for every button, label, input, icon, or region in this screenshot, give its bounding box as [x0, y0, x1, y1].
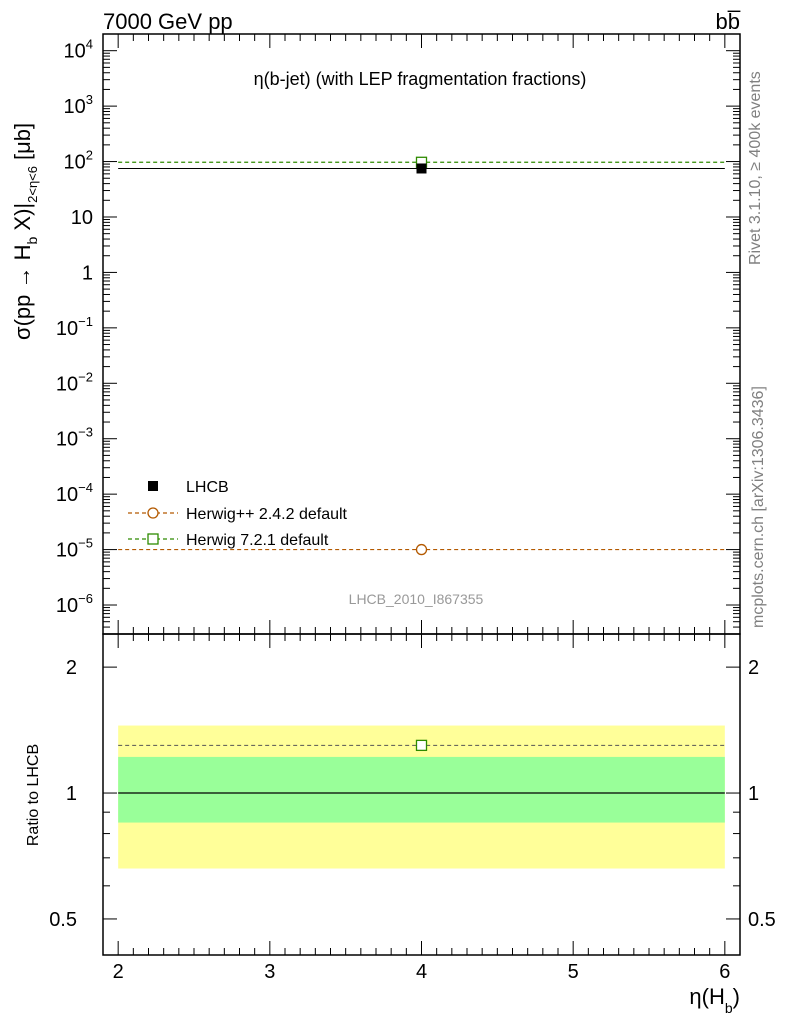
mc-point: [415, 543, 428, 556]
legend-item-lhcb: LHCB: [148, 479, 229, 496]
legend-label-lhcb: LHCB: [186, 479, 229, 496]
rivet-label: Rivet 3.1.10, ≥ 400k events: [747, 71, 764, 265]
main-y-tick-label: 10−1: [56, 314, 93, 340]
ratio-x-tick-label: 6: [719, 961, 730, 983]
main-y-tick-label: 103: [64, 92, 93, 118]
legend-label-herwigpp: Herwig++ 2.4.2 default: [186, 506, 348, 523]
ratio-tick-labels: 2 3 4 5 6 0.5 0.5 1 1 2 2: [49, 657, 776, 983]
main-y-tick-label: 1: [82, 262, 93, 284]
energy-label: 7000 GeV pp: [103, 9, 233, 34]
ratio-series: [118, 739, 725, 752]
process-label: bb̅: [716, 9, 741, 34]
plot-title: η(b-jet) (with LEP fragmentation fractio…: [254, 69, 587, 89]
ratio-mc-point: [415, 739, 428, 752]
main-y-tick-label: 10−5: [56, 536, 93, 562]
legend-item-herwig7: Herwig 7.2.1 default: [128, 532, 329, 549]
main-y-tick-label: 10: [71, 207, 93, 229]
legend-label-herwig7: Herwig 7.2.1 default: [186, 532, 329, 549]
main-y-tick-label: 10−4: [56, 480, 93, 506]
legend-marker-herwig7: [147, 533, 159, 545]
ratio-y-tick-label-left: 0.5: [49, 909, 77, 931]
main-ylabel: σ(pp → Hb X)|2<η<6[μb]: [10, 123, 40, 340]
ratio-ticks: [103, 634, 740, 955]
ratio-plot: 2 3 4 5 6 0.5 0.5 1 1 2 2 Ratio to LHCB η(Hb): [25, 633, 776, 1016]
ratio-frame: [102, 633, 741, 956]
legend: LHCB Herwig++ 2.4.2 default Herwig 7.2.1…: [128, 479, 348, 549]
legend-marker-herwigpp: [147, 507, 159, 519]
legend-marker-lhcb: [148, 481, 158, 491]
ratio-y-tick-label-right: 2: [748, 657, 759, 679]
mcplots-label: mcplots.cern.ch [arXiv:1306.3436]: [750, 386, 767, 628]
ratio-y-tick-label-right: 1: [748, 783, 759, 805]
ratio-x-tick-label: 2: [113, 961, 124, 983]
main-y-tick-label: 102: [64, 148, 93, 174]
ratio-x-tick-label: 4: [416, 961, 427, 983]
ratio-x-tick-label: 5: [568, 961, 579, 983]
watermark: LHCB_2010_I867355: [349, 591, 484, 607]
ratio-y-tick-label-right: 0.5: [748, 909, 776, 931]
main-y-tick-label: 10−3: [56, 425, 93, 451]
ratio-ylabel: Ratio to LHCB: [25, 744, 42, 846]
main-series: [118, 156, 725, 556]
ratio-y-tick-label-left: 1: [66, 783, 77, 805]
data-point: [416, 163, 427, 174]
ratio-xlabel: η(Hb): [689, 984, 740, 1016]
legend-item-herwigpp: Herwig++ 2.4.2 default: [128, 506, 348, 523]
main-y-tick-label: 10−6: [56, 591, 93, 617]
ratio-y-tick-label-left: 2: [66, 657, 77, 679]
main-y-tick-label: 104: [64, 37, 93, 63]
ratio-bands: [118, 725, 725, 869]
ratio-band-inner: [118, 756, 725, 823]
main-y-tick-label: 10−2: [56, 369, 93, 395]
ratio-x-tick-label: 3: [264, 961, 275, 983]
